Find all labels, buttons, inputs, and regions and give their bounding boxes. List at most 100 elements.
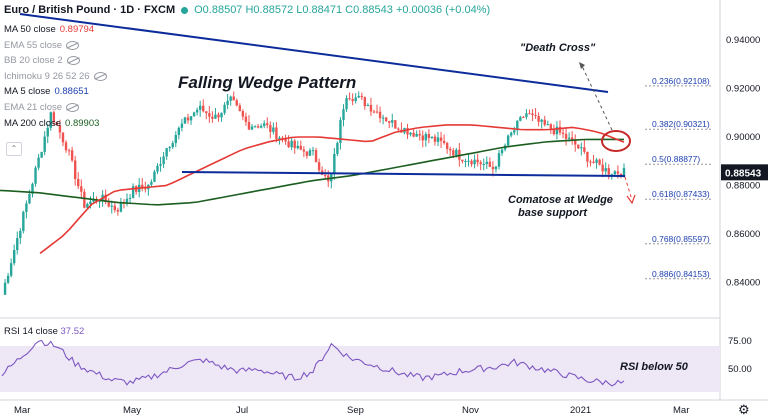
candle-body [397,128,400,130]
price-tick-label: 0.84000 [726,278,760,289]
candle-body [506,135,510,146]
candle-body [424,133,428,141]
candle-body [461,159,464,162]
candle-body [622,167,626,177]
candle-body [540,119,543,122]
market-status-icon [181,6,189,14]
time-tick-label: Mar [14,405,30,416]
candle-body [433,136,437,142]
candle-body [607,168,610,175]
candle-body [61,132,65,143]
candle-body [25,203,28,212]
candle-body [168,147,171,149]
time-tick-label: Mar [673,405,689,416]
candle-body [406,127,409,135]
candle-body [394,120,397,129]
candle-body [528,113,531,115]
chevron-up-icon[interactable]: ⌃ [6,142,22,156]
candle-body [613,171,617,175]
price-tick-label: 0.88000 [726,181,760,192]
candle-body [253,126,257,128]
candle-body [266,123,269,126]
candle-body [473,159,476,165]
candle-body [180,123,184,128]
candle-body [211,116,214,119]
candle-body [598,159,601,165]
candle-body [317,162,321,171]
legend-item[interactable]: MA 5 close 0.88651 [4,84,107,100]
candle-body [83,191,86,208]
candle-body [476,159,479,163]
candle-body [345,98,348,110]
candle-body [427,133,431,139]
candle-body [369,104,373,112]
gear-icon[interactable]: ⚙ [738,402,750,417]
symbol-title[interactable]: Euro / British Pound · 1D · FXCM [4,4,176,16]
projection-arrow [624,176,633,201]
wedge-lower-line[interactable] [181,171,626,177]
death-cross-annotation: "Death Cross" [520,42,596,54]
candle-body [153,171,156,182]
eye-hidden-icon[interactable] [93,72,107,82]
rsi-series[interactable] [1,339,625,387]
candle-body [192,112,196,117]
legend-item[interactable]: BB 20 close 2 [4,53,107,69]
candle-body [150,181,153,185]
time-tick-label: Sep [347,405,364,416]
candle-body [467,160,470,162]
time-tick-label: May [123,405,141,416]
candle-body [165,148,168,157]
pointer-arrowhead-icon [579,62,585,69]
candle-body [31,183,34,194]
candle-body [366,104,370,107]
candle-body [214,114,217,119]
fib-level-label: 0.236(0.92108) [652,76,710,86]
candle-body [287,141,290,148]
eye-hidden-icon[interactable] [66,103,80,113]
candle-body [445,143,449,149]
projection-arrowhead-icon [626,194,636,205]
wedge-upper-line[interactable] [19,13,609,93]
candle-body [235,100,238,106]
fib-level-label: 0.618(0.87433) [652,189,710,199]
candle-body [241,111,245,117]
ma50-line[interactable] [39,124,625,255]
legend-item[interactable]: MA 200 close 0.89903 [4,116,107,132]
candle-body [46,127,49,137]
candle-body [281,137,284,139]
candle-body [186,117,190,121]
candle-body [49,112,52,128]
candle-body [430,136,434,139]
candle-body [80,186,83,192]
candle-body [311,150,315,152]
candle-body [323,174,327,176]
candle-body [272,127,275,132]
candle-body [19,230,22,239]
candle-body [500,149,504,154]
legend-item[interactable]: Ichimoku 9 26 52 26 [4,69,107,85]
price-tick-label: 0.86000 [726,229,760,240]
comatose-annotation-line1: Comatose at Wedge [508,194,613,206]
candle-body [375,111,379,113]
candle-body [58,125,62,133]
legend-item-name: EMA 55 close [4,39,63,51]
candle-body [555,126,559,135]
fib-level-label: 0.768(0.85597) [652,234,710,244]
candle-body [34,167,37,184]
legend-item-name: MA 50 close [4,24,56,35]
candle-body [86,204,89,208]
rsi-tick-label: 50.00 [728,364,752,375]
eye-hidden-icon[interactable] [66,56,80,66]
candle-body [16,238,19,251]
candle-body [220,112,223,118]
candle-body [305,151,309,156]
legend-item[interactable]: MA 50 close 0.89794 [4,22,107,38]
candle-body [442,140,446,144]
legend-item[interactable]: EMA 21 close [4,100,107,116]
legend-item[interactable]: EMA 55 close [4,38,107,54]
legend-item-name: BB 20 close 2 [4,55,63,67]
eye-hidden-icon[interactable] [66,40,80,50]
legend-item-value: 0.88651 [54,86,89,98]
ma200-line[interactable] [0,138,624,206]
